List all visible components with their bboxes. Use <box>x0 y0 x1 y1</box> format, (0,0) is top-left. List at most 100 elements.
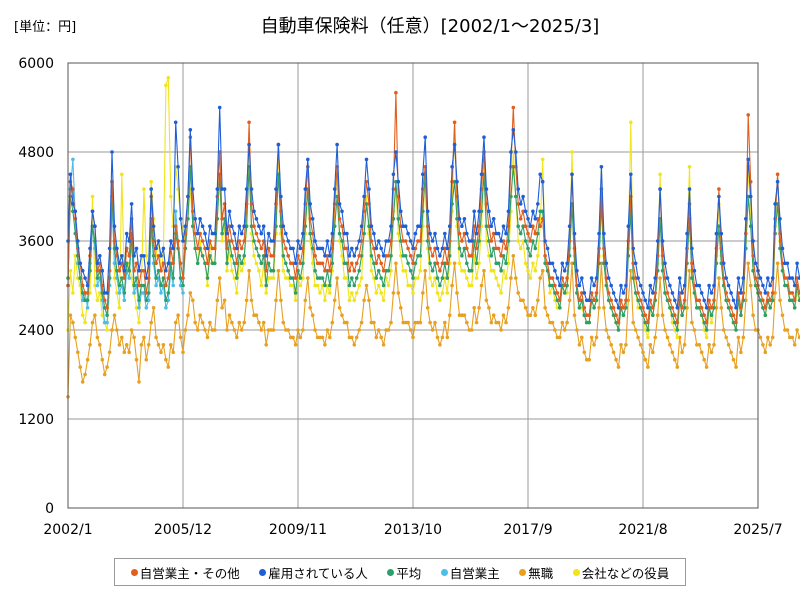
data-point <box>746 261 750 266</box>
y-tick-label: 0 <box>45 501 54 517</box>
data-point <box>396 231 401 236</box>
chart-title: 自動車保険料（任意）[2002/1～2025/3] <box>260 16 600 37</box>
data-point <box>758 298 763 303</box>
x-tick-label: 2021/8 <box>618 522 667 538</box>
data-point <box>695 283 699 288</box>
data-point <box>582 350 587 355</box>
data-point <box>487 306 491 310</box>
data-point <box>491 268 496 273</box>
data-point <box>660 239 665 243</box>
data-point <box>320 335 325 340</box>
data-point <box>117 283 122 288</box>
data-point <box>408 328 413 332</box>
data-point <box>609 343 613 347</box>
data-point <box>337 217 342 221</box>
data-point <box>790 276 795 280</box>
data-point <box>763 313 768 318</box>
data-point <box>646 335 650 340</box>
data-point <box>144 306 149 310</box>
data-point <box>315 283 320 288</box>
data-point <box>545 313 550 318</box>
data-point <box>766 335 770 340</box>
data-point <box>536 231 540 236</box>
series-line <box>67 106 800 309</box>
data-point <box>682 306 687 310</box>
data-point <box>724 291 728 295</box>
data-point <box>673 328 677 332</box>
data-point <box>592 343 596 347</box>
data-point <box>418 268 423 273</box>
data-point <box>501 313 506 318</box>
data-point <box>193 246 197 251</box>
data-point <box>176 313 180 318</box>
data-point <box>516 187 520 191</box>
data-point <box>643 298 648 303</box>
data-point <box>753 276 758 280</box>
data-point <box>408 283 413 288</box>
data-point <box>129 202 134 206</box>
data-point <box>159 254 163 258</box>
unit-label: [単位：円] <box>14 20 77 35</box>
data-point <box>675 320 680 325</box>
data-point <box>465 261 469 266</box>
data-point <box>580 335 584 340</box>
data-point <box>264 254 269 258</box>
x-tick-label: 2025/7 <box>733 522 782 538</box>
data-point <box>504 261 508 266</box>
data-point <box>369 224 374 228</box>
data-point <box>584 298 589 303</box>
data-point <box>237 254 242 258</box>
data-point <box>151 306 156 310</box>
data-point <box>110 150 114 154</box>
data-point <box>744 298 748 303</box>
data-point <box>768 298 772 303</box>
data-point <box>193 217 197 221</box>
data-point <box>589 291 594 295</box>
data-point <box>198 313 202 318</box>
data-point <box>293 261 298 266</box>
data-point <box>731 298 736 303</box>
data-point <box>166 76 171 80</box>
data-point <box>330 231 335 236</box>
data-point <box>352 254 357 258</box>
data-point <box>697 298 702 303</box>
data-point <box>71 291 75 295</box>
data-point <box>758 291 763 295</box>
data-point <box>587 357 591 362</box>
data-point <box>450 179 454 184</box>
data-point <box>702 357 706 362</box>
data-point <box>237 320 242 325</box>
data-point <box>310 313 315 318</box>
data-point <box>85 306 90 310</box>
data-point <box>484 224 489 228</box>
data-point <box>235 335 239 340</box>
data-point <box>159 350 163 355</box>
legend-label: 自営業主 <box>449 565 500 581</box>
data-point <box>171 350 175 355</box>
data-point <box>80 313 85 318</box>
data-point <box>518 202 523 206</box>
data-point <box>117 291 122 295</box>
data-point <box>739 291 743 295</box>
data-point <box>761 343 765 347</box>
data-point <box>606 298 611 303</box>
data-point <box>142 283 146 288</box>
data-point <box>699 350 704 355</box>
data-point <box>399 209 403 214</box>
data-point <box>161 246 166 251</box>
data-point <box>408 239 413 243</box>
data-point <box>587 313 591 318</box>
data-point <box>200 224 205 228</box>
data-point <box>301 261 305 266</box>
data-point <box>518 217 523 221</box>
series-1 <box>66 105 800 310</box>
data-point <box>252 254 256 258</box>
data-point <box>188 128 193 132</box>
data-point <box>271 328 276 332</box>
data-point <box>117 261 122 266</box>
data-point <box>690 276 694 280</box>
data-point <box>139 343 144 347</box>
data-point <box>465 276 469 280</box>
data-point <box>345 261 349 266</box>
data-point <box>73 254 78 258</box>
